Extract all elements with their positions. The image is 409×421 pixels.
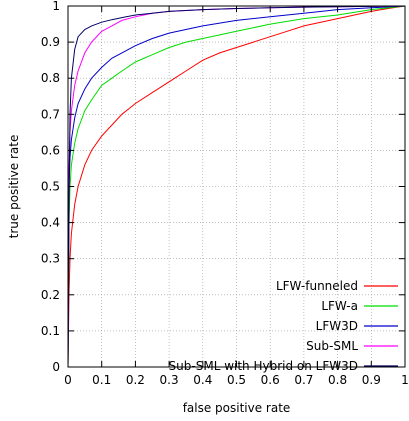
axis-ticks: 0 0.1 0.2 0.3 0.4 0.5 0.6 0.7 0.8 0.9 1 0 0.1 0.2 0.3 0… <box>41 0 409 387</box>
legend-label: Sub-SML with Hybrid on LFW3D <box>169 359 358 373</box>
y-axis-title: true positive rate <box>7 135 21 239</box>
legend-label: Sub-SML <box>306 339 358 353</box>
x-tick-label: 0.2 <box>126 373 145 387</box>
y-tick-label: 0.3 <box>41 252 60 266</box>
x-tick-label: 0.7 <box>294 373 313 387</box>
x-tick-label: 0.4 <box>193 373 212 387</box>
x-tick-label: 0.9 <box>362 373 381 387</box>
x-tick-label: 0.1 <box>92 373 111 387</box>
series-line-1 <box>67 5 406 368</box>
legend: LFW-funneled LFW-a LFW3D Sub-SML Sub-SML wit… <box>169 279 398 373</box>
x-tick-label: 0 <box>64 373 72 387</box>
x-tick-label: 0.6 <box>261 373 280 387</box>
legend-label: LFW-a <box>321 299 358 313</box>
y-tick-label: 0.5 <box>41 180 60 194</box>
x-tick-label: 0.5 <box>227 373 246 387</box>
series-line-3 <box>67 5 406 368</box>
x-tick-label: 0.8 <box>328 373 347 387</box>
y-tick-label: 0.7 <box>41 107 60 121</box>
x-tick-label: 1 <box>401 373 409 387</box>
legend-label: LFW-funneled <box>276 279 358 293</box>
legend-label: LFW3D <box>316 319 358 333</box>
y-tick-label: 0.8 <box>41 71 60 85</box>
y-tick-label: 0.9 <box>41 35 60 49</box>
y-tick-label: 0.2 <box>41 288 60 302</box>
x-tick-label: 0.3 <box>160 373 179 387</box>
y-tick-label: 0.6 <box>41 143 60 157</box>
x-axis-title: false positive rate <box>183 401 291 415</box>
series-line-5 <box>67 5 406 368</box>
y-tick-label: 1 <box>52 0 60 13</box>
y-tick-label: 0.1 <box>41 324 60 338</box>
y-tick-label: 0 <box>52 360 60 374</box>
grid <box>68 6 405 367</box>
y-tick-label: 0.4 <box>41 216 60 230</box>
